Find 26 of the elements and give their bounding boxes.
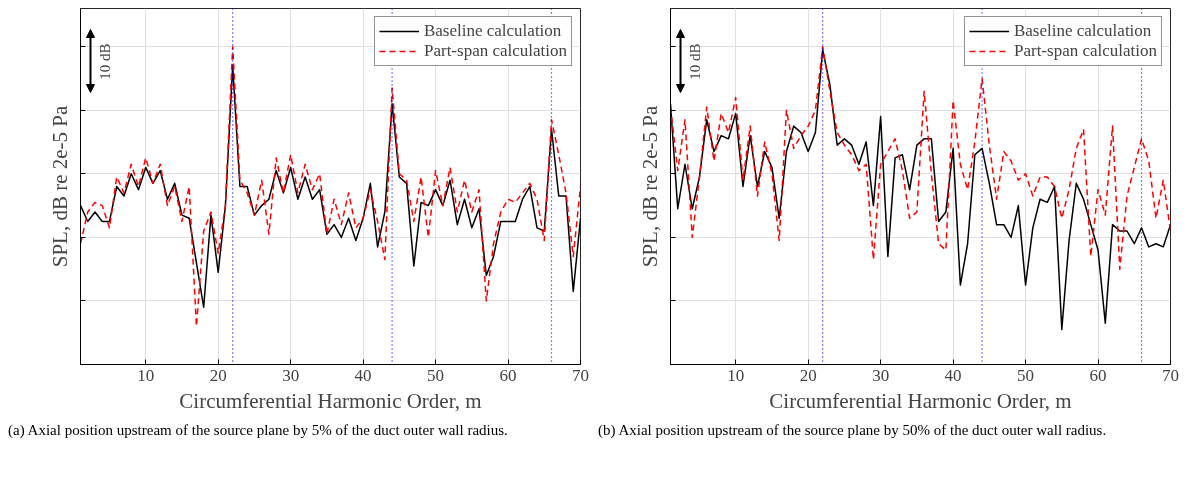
annotation: 10 dB: [686, 43, 703, 80]
x-tick-label: 10: [137, 365, 155, 385]
x-tick-label: 10: [727, 365, 745, 385]
legend-label: Part-span calculation: [423, 41, 567, 61]
legend-label: Baseline calculation: [1013, 21, 1152, 41]
x-tick-label: 20: [209, 365, 227, 385]
text: (a) Axial position upstream of the source plane by 5% of the duct outer wall radius.: [8, 421, 508, 440]
x-tick-label: 50: [1017, 365, 1035, 385]
x-axis-title: Circumferential Harmonic Order, m: [179, 388, 482, 413]
legend-label: Baseline calculation: [423, 21, 562, 41]
x-tick-label: 50: [427, 365, 445, 385]
text: (b) Axial position upstream of the source plane by 50% of the duct outer wall radius.: [598, 421, 1107, 440]
x-tick-label: 20: [799, 365, 817, 385]
x-tick-label: 60: [499, 365, 517, 385]
y-axis-title: SPL, dB re 2e-5 Pa: [637, 105, 662, 268]
legend-label: Part-span calculation: [1013, 41, 1157, 61]
y-axis-title: SPL, dB re 2e-5 Pa: [47, 105, 72, 268]
x-tick-label: 30: [282, 365, 300, 385]
annotation: 10 dB: [96, 43, 113, 80]
x-tick-label: 30: [872, 365, 890, 385]
x-tick-label: 60: [1089, 365, 1107, 385]
x-axis-title: Circumferential Harmonic Order, m: [769, 388, 1072, 413]
x-tick-label: 70: [572, 365, 589, 385]
x-tick-label: 40: [354, 365, 372, 385]
x-tick-label: 40: [944, 365, 962, 385]
x-tick-label: 70: [1162, 365, 1179, 385]
